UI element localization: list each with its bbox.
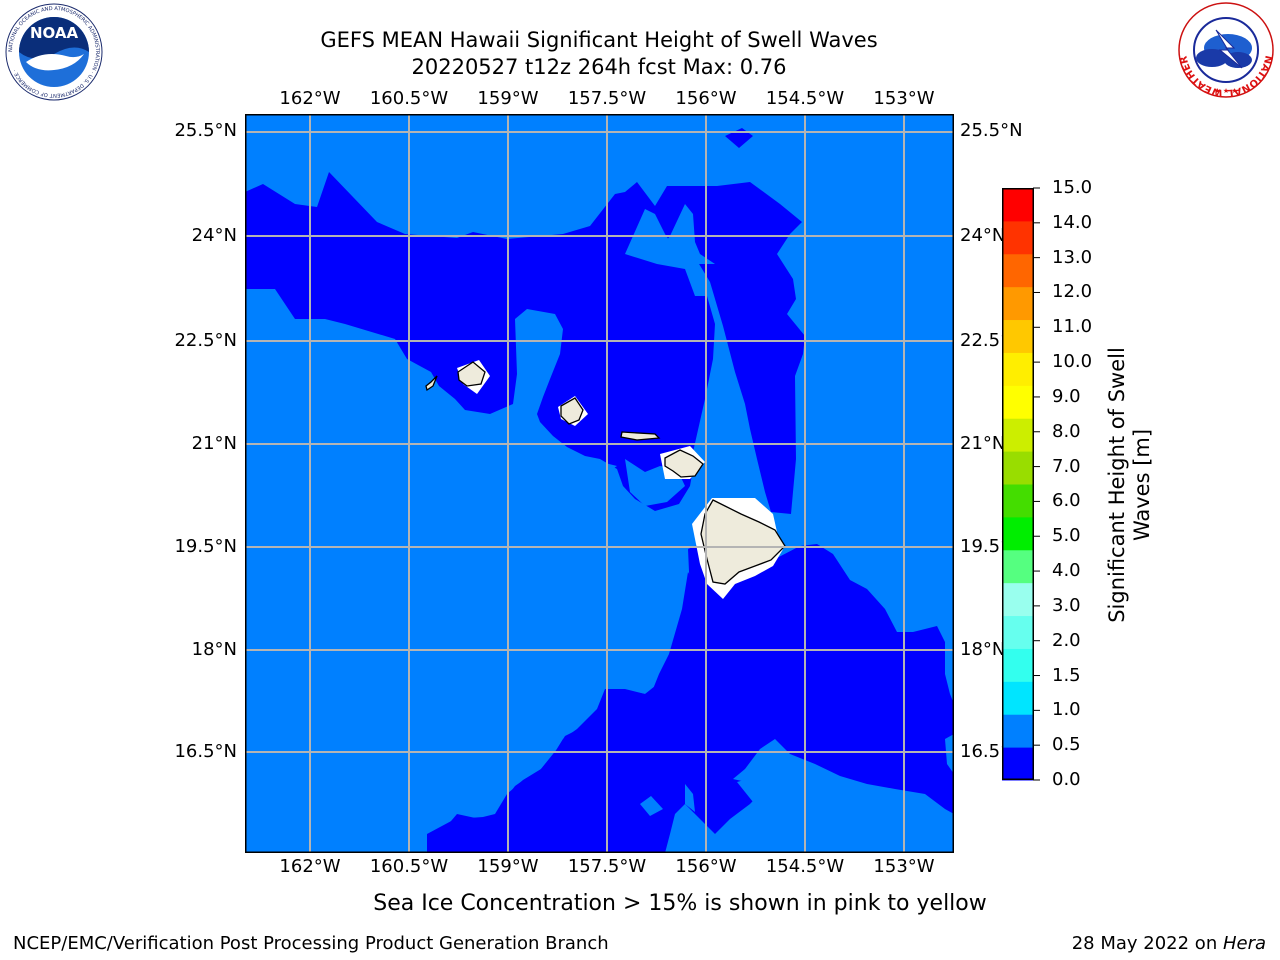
- colorbar-swatch: [1002, 648, 1034, 682]
- colorbar-swatch: [1002, 188, 1034, 222]
- lon-label-top: 156°W: [675, 88, 737, 109]
- colorbar-tick-label: 15.0: [1052, 177, 1093, 198]
- lat-label-left: 21°N: [191, 433, 237, 454]
- kauai: [457, 361, 486, 387]
- lon-label-top: 153°W: [873, 88, 935, 109]
- lon-label-bottom: 159°W: [477, 856, 539, 877]
- colorbar-swatch: [1002, 714, 1034, 748]
- lat-label-right: 25.5°N: [960, 120, 1023, 141]
- colorbar-swatch: [1002, 484, 1034, 518]
- lon-label-top: 154.5°W: [765, 88, 845, 109]
- lon-label-top: 157.5°W: [567, 88, 647, 109]
- swell-height-map: [245, 114, 954, 853]
- nws-logo: NATIONAL WEATHER SERVICE ★ ★ ★: [1172, 0, 1276, 100]
- colorbar-tick-label: 6.0: [1052, 490, 1081, 512]
- colorbar-swatch: [1002, 747, 1034, 781]
- colorbar-tick-label: 12.0: [1052, 281, 1093, 303]
- colorbar-tick-label: 5.0: [1052, 525, 1081, 547]
- oahu: [560, 397, 584, 425]
- colorbar-tick-label: 14.0: [1052, 211, 1093, 233]
- colorbar-tick-label: 4.0: [1052, 560, 1081, 582]
- lon-label-bottom: 156°W: [675, 856, 737, 877]
- colorbar-tick-label: 7.0: [1052, 455, 1081, 477]
- lon-label-bottom: 153°W: [873, 856, 935, 877]
- swell-band-0-0.5: [245, 172, 805, 514]
- footer-credit: NCEP/EMC/Verification Post Processing Pr…: [13, 933, 609, 954]
- colorbar-tick-label: 1.0: [1052, 699, 1081, 721]
- colorbar-swatch: [1002, 385, 1034, 419]
- colorbar-swatch: [1002, 286, 1034, 321]
- colorbar-swatch: [1002, 352, 1034, 386]
- colorbar-tick-label: 0.5: [1052, 734, 1081, 756]
- sea-ice-caption: Sea Ice Concentration > 15% is shown in …: [373, 891, 987, 916]
- colorbar: [1002, 187, 1040, 781]
- colorbar-swatch: [1002, 615, 1034, 649]
- lon-label-bottom: 160.5°W: [369, 856, 449, 877]
- colorbar-swatch: [1002, 582, 1034, 617]
- colorbar-tick-label: 3.0: [1052, 594, 1081, 616]
- colorbar-tick-label: 0.0: [1052, 769, 1081, 790]
- lat-label-right: 24°N: [960, 225, 1006, 246]
- lat-label-left: 22.5°N: [174, 330, 237, 351]
- lon-label-top: 162°W: [279, 88, 341, 109]
- lat-label-right: 18°N: [960, 639, 1006, 660]
- lat-label-left: 25.5°N: [174, 120, 237, 141]
- big-island: [700, 499, 786, 585]
- colorbar-tick-label: 9.0: [1052, 385, 1081, 407]
- colorbar-tick-label: 10.0: [1052, 351, 1093, 373]
- colorbar-swatch: [1002, 549, 1034, 584]
- lon-label-bottom: 162°W: [279, 856, 341, 877]
- lat-label-right: 21°N: [960, 433, 1006, 454]
- niihau: [425, 375, 438, 392]
- noaa-logo: NOAA NATIONAL OCEANIC AND ATMOSPHERIC AD…: [4, 2, 104, 102]
- lon-label-bottom: 154.5°W: [765, 856, 845, 877]
- lon-label-bottom: 157.5°W: [567, 856, 647, 877]
- svg-text:NOAA: NOAA: [30, 24, 79, 42]
- footer-date: 28 May 2022 on Hera: [1071, 933, 1266, 954]
- colorbar-swatch: [1002, 418, 1034, 452]
- colorbar-swatch: [1002, 681, 1034, 715]
- colorbar-tick-label: 1.5: [1052, 664, 1081, 686]
- lat-label-left: 16.5°N: [174, 741, 237, 762]
- map-frame: [245, 114, 954, 853]
- chart-subtitle: 20220527 t12z 264h fcst Max: 0.76: [411, 55, 787, 79]
- colorbar-tick-label: 8.0: [1052, 420, 1081, 442]
- chart-title: GEFS MEAN Hawaii Significant Height of S…: [320, 28, 878, 52]
- colorbar-swatch: [1002, 220, 1034, 255]
- colorbar-swatch: [1002, 319, 1034, 353]
- graticule: [245, 114, 954, 853]
- lat-label-left: 19.5°N: [174, 536, 237, 557]
- colorbar-swatch: [1002, 451, 1034, 485]
- colorbar-swatch: [1002, 516, 1034, 551]
- colorbar-tick-label: 2.0: [1052, 629, 1081, 651]
- molokai: [620, 431, 661, 441]
- lon-label-top: 159°W: [477, 88, 539, 109]
- lon-label-top: 160.5°W: [369, 88, 449, 109]
- lat-label-left: 24°N: [191, 225, 237, 246]
- svg-text:★ ★ ★: ★ ★ ★: [1214, 87, 1237, 95]
- colorbar-swatch: [1002, 253, 1034, 288]
- colorbar-tick-label: 11.0: [1052, 316, 1093, 338]
- colorbar-tick-label: 13.0: [1052, 246, 1093, 268]
- maui: [664, 449, 704, 478]
- colorbar-frame: [1002, 188, 1034, 780]
- lat-label-left: 18°N: [191, 639, 237, 660]
